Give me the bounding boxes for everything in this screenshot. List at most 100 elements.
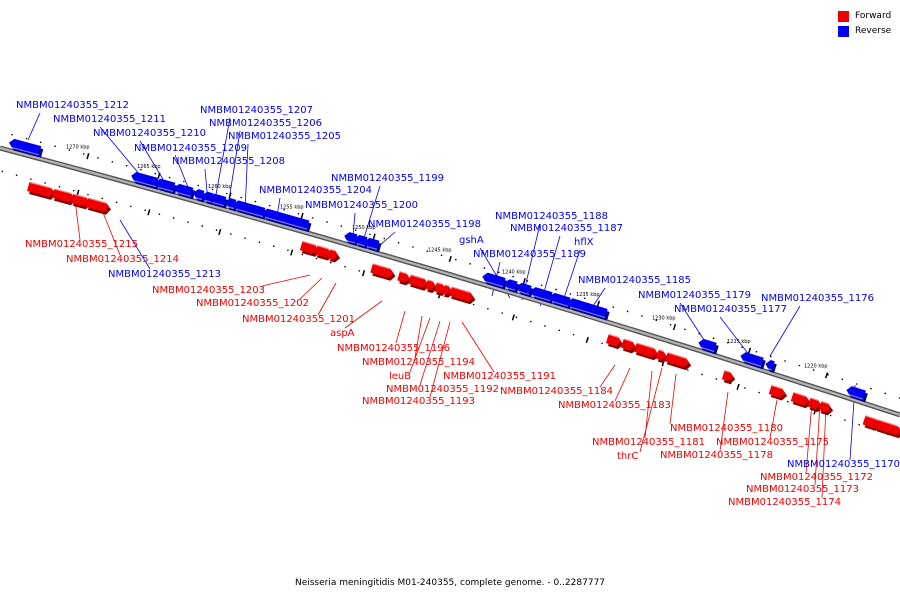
minor-tick (511, 314, 515, 321)
gene-1189 (482, 272, 508, 290)
minor-dot (187, 221, 189, 223)
gene-1209 (174, 183, 196, 200)
reverse-label: NMBM01240355_1210 (93, 128, 206, 139)
gene-1205 (233, 200, 268, 220)
minor-dot (397, 241, 400, 244)
major-tick (448, 255, 452, 263)
minor-dot (268, 204, 271, 207)
gene-1194 (408, 274, 430, 291)
minor-dot (744, 387, 746, 389)
leader-line (409, 317, 431, 373)
tick-label: 1270 kbp (66, 145, 90, 151)
gene-1185 (567, 298, 610, 321)
reverse-label: NMBM01240355_1208 (172, 156, 285, 167)
leader-line (614, 367, 631, 402)
minor-tick (218, 228, 222, 236)
gene-1175 (768, 384, 788, 401)
forward-swatch (838, 10, 849, 22)
gene-1180 (664, 352, 692, 371)
minor-dot (687, 369, 689, 371)
minor-dot (158, 213, 161, 215)
minor-dot (786, 400, 789, 403)
reverse-label: NMBM01240355_1209 (134, 143, 247, 154)
leader-line (719, 316, 751, 357)
gene-1174 (818, 400, 834, 416)
tick-label: 1250 kbp (352, 225, 376, 231)
reverse-label: gshA (459, 235, 484, 246)
minor-dot (529, 320, 532, 323)
minor-dot (544, 325, 546, 327)
leader-line (261, 274, 311, 287)
forward-label: NMBM01240355_1180 (670, 423, 783, 434)
minor-dot (87, 193, 89, 196)
leader-line (814, 403, 821, 486)
forward-label: NMBM01240355_1172 (760, 472, 873, 483)
minor-dot (25, 137, 28, 140)
minor-dot (798, 364, 801, 367)
forward-label: NMBM01240355_1174 (728, 497, 841, 508)
minor-dot (287, 249, 289, 252)
minor-dot (698, 332, 700, 335)
minor-dot (426, 250, 429, 252)
forward-label: NMBM01240355_1215 (25, 239, 138, 250)
reverse-label: NMBM01240355_1198 (368, 219, 481, 230)
minor-dot (154, 172, 157, 175)
gene-1212 (9, 138, 44, 158)
gene-1213f (85, 197, 112, 215)
leader-line (769, 305, 801, 357)
forward-label: leuB (389, 371, 411, 382)
minor-dot (211, 188, 214, 191)
minor-dot (472, 303, 475, 306)
gene-1198 (364, 237, 382, 253)
minor-dot (330, 261, 332, 264)
tick-label: 1255 kbp (280, 204, 304, 210)
minor-dot (125, 164, 128, 167)
figure-caption: Neisseria meningitidis M01-240355, compl… (294, 578, 606, 588)
reverse-label: NMBM01240355_1189 (473, 249, 586, 260)
reverse-label: NMBM01240355_1199 (331, 173, 444, 184)
leader-line (119, 219, 151, 270)
forward-label: NMBM01240355_1191 (443, 371, 556, 382)
leader-line (669, 373, 677, 425)
forward-label: NMBM01240355_1202 (196, 298, 309, 309)
minor-dot (844, 419, 846, 421)
tick-label: 1235 kbp (576, 292, 600, 298)
minor-dot (82, 153, 85, 155)
forward-label: thrC (617, 451, 638, 462)
leader-line (299, 277, 323, 300)
gene-1187 (530, 287, 555, 304)
minor-dot (226, 192, 228, 195)
minor-dot (54, 145, 56, 148)
minor-dot (39, 141, 42, 144)
minor-dot (15, 174, 18, 177)
minor-dot (884, 392, 887, 395)
reverse-label: NMBM01240355_1205 (228, 131, 341, 142)
minor-dot (201, 225, 204, 227)
minor-tick (290, 249, 294, 256)
minor-dot (841, 378, 844, 381)
forward-label: NMBM01240355_1196 (337, 343, 450, 354)
gene-1179 (698, 338, 719, 355)
minor-dot (283, 208, 285, 211)
minor-dot (583, 297, 586, 300)
gene-1181 (633, 342, 660, 361)
minor-dot (168, 176, 171, 179)
minor-dot (555, 288, 557, 291)
major-tick (824, 372, 829, 379)
minor-dot (354, 229, 357, 232)
reverse-label: hflX (574, 237, 594, 248)
legend-item-reverse: Reverse (838, 24, 898, 38)
minor-dot (601, 342, 603, 345)
minor-dot (812, 369, 815, 371)
minor-dot (111, 160, 114, 163)
forward-label: NMBM01240355_1201 (242, 314, 355, 325)
leader-line (461, 321, 495, 373)
minor-dot (58, 185, 61, 188)
leader-line (805, 401, 813, 474)
minor-dot (829, 414, 832, 417)
gene-1215 (27, 181, 57, 200)
minor-dot (715, 378, 718, 380)
leader-line (317, 282, 337, 316)
reverse-label: NMBM01240355_1177 (674, 304, 787, 315)
minor-dot (526, 280, 529, 282)
